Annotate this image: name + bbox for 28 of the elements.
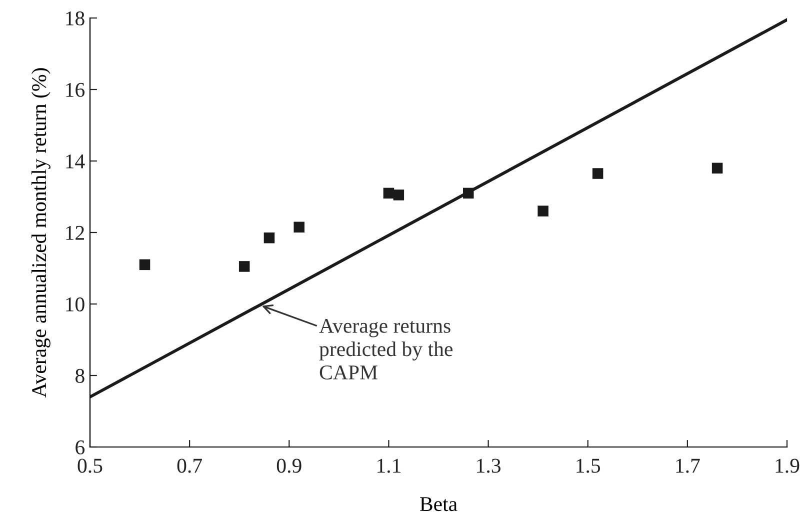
- point: [238, 261, 250, 272]
- point: [294, 222, 304, 233]
- point: [538, 206, 548, 216]
- point: [462, 188, 474, 199]
- x-tick-label: 1.7: [676, 458, 700, 473]
- y-tick-label: 10: [66, 297, 84, 312]
- x-tick-label: 1.3: [477, 458, 500, 473]
- point: [592, 168, 604, 179]
- x-tick-label: 0.9: [276, 458, 302, 473]
- point: [712, 162, 723, 174]
- point: [383, 188, 394, 199]
- x-axis-title: Beta: [420, 497, 458, 512]
- point: [264, 232, 275, 244]
- x-tick-label: 1.5: [576, 458, 600, 473]
- x-tick-label: 0.7: [177, 458, 202, 473]
- y-axis-title: Average annualized monthly return (%): [31, 68, 50, 398]
- x-tick-label: 1.1: [378, 458, 400, 473]
- x-tick-label: 1.9: [776, 458, 800, 473]
- annotation: Average returns predicted by the CAPM: [319, 318, 452, 380]
- point: [139, 259, 150, 270]
- y-tick-label: 8: [76, 368, 84, 383]
- y-tick-label: 12: [66, 226, 84, 240]
- y-tick-label: 6: [76, 440, 85, 454]
- x-tick-label: 0.5: [78, 458, 102, 473]
- y-tick-label: 14: [66, 154, 85, 168]
- y-tick-label: 16: [66, 82, 85, 97]
- y-tick-label: 18: [66, 11, 84, 26]
- point: [393, 190, 404, 200]
